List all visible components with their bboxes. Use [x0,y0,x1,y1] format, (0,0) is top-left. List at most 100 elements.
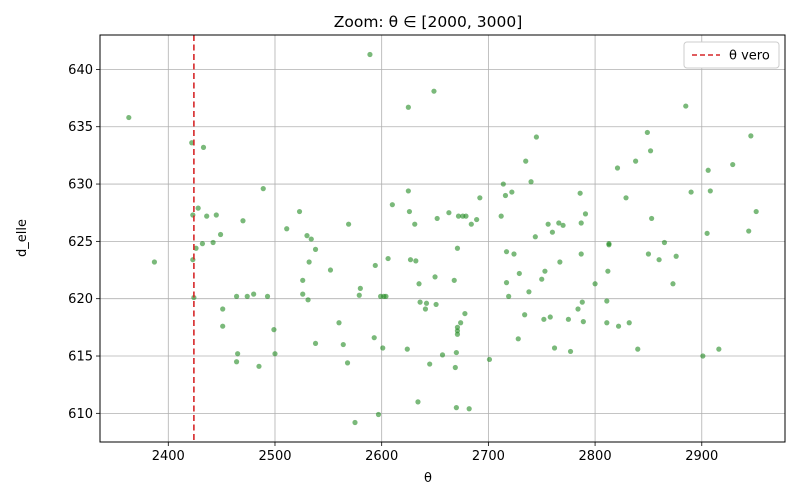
data-point [635,346,641,352]
x-tick-label: 2400 [152,449,185,464]
y-tick-label: 640 [68,63,93,78]
data-point [578,220,584,226]
legend-box [683,41,780,69]
data-point [670,281,676,287]
data-point [433,301,439,308]
data-point [509,189,515,195]
data-point [453,405,459,411]
data-point [300,277,306,283]
data-point [312,340,319,347]
y-tick-label: 620 [68,292,93,307]
data-point [647,148,654,154]
data-point [251,291,257,297]
data-point [284,226,290,232]
data-point [462,310,468,317]
data-point [614,165,621,171]
data-point [189,140,195,146]
data-point [312,246,319,252]
data-point [417,299,423,305]
data-point [415,399,421,405]
data-point [645,251,652,257]
data-point [336,320,342,326]
data-point [199,241,206,247]
data-point [549,229,555,235]
data-point [644,129,650,136]
data-point [210,239,216,246]
data-point [372,262,378,269]
data-point [432,274,438,280]
data-point [649,215,655,222]
data-point [463,213,469,219]
data-point [413,258,419,264]
data-point [422,306,429,312]
data-point [271,327,277,333]
data-point [502,192,509,199]
data-point [551,345,558,351]
data-point [656,257,662,263]
data-point [515,336,521,342]
data-point [746,228,752,234]
data-point [300,291,306,297]
data-point [452,364,458,371]
data-point [604,320,610,326]
data-point [434,215,440,222]
data-point [577,190,583,196]
data-point [688,189,694,195]
data-point [615,323,622,329]
data-point [605,268,611,274]
data-point [439,352,446,358]
data-point [458,320,464,326]
data-point [533,134,539,140]
data-point [526,289,532,295]
data-point [528,179,534,185]
data-point [707,188,713,194]
data-point [405,104,411,110]
data-point [371,335,377,341]
data-point [406,208,413,215]
data-point [503,280,510,286]
data-point [126,114,132,121]
data-point [522,312,528,318]
data-point [304,233,310,239]
data-point [633,158,639,164]
data-point [340,341,346,348]
data-point [260,186,266,192]
data-point [200,144,207,150]
data-point [357,285,363,291]
data-point [541,316,547,322]
data-point [233,293,240,299]
data-point [412,221,418,227]
data-point [748,133,754,139]
data-point [579,299,585,305]
data-point [604,298,610,304]
data-point [500,181,506,187]
data-point [327,267,334,273]
y-axis-label: d_elle [15,219,30,257]
data-point [556,220,562,226]
data-point [404,346,410,352]
data-point [539,276,545,282]
data-point [565,316,572,322]
data-point [454,324,461,330]
data-point [308,236,314,242]
data-point [545,221,551,227]
data-point [416,281,422,287]
data-point [503,249,510,255]
y-tick-label: 630 [68,178,93,193]
data-point [423,300,430,306]
data-point [511,251,517,257]
data-point [477,195,483,201]
data-point [453,349,459,356]
data-point [547,314,553,320]
data-point [455,213,462,219]
data-point [623,195,629,201]
x-axis-ticks: 2400 2500 2600 2700 2800 2900 [152,442,718,464]
data-point [560,222,566,228]
data-point [661,239,668,246]
legend-label: θ vero [729,49,770,64]
data-point [193,245,199,251]
x-tick-label: 2900 [685,449,718,464]
data-point [730,161,736,168]
